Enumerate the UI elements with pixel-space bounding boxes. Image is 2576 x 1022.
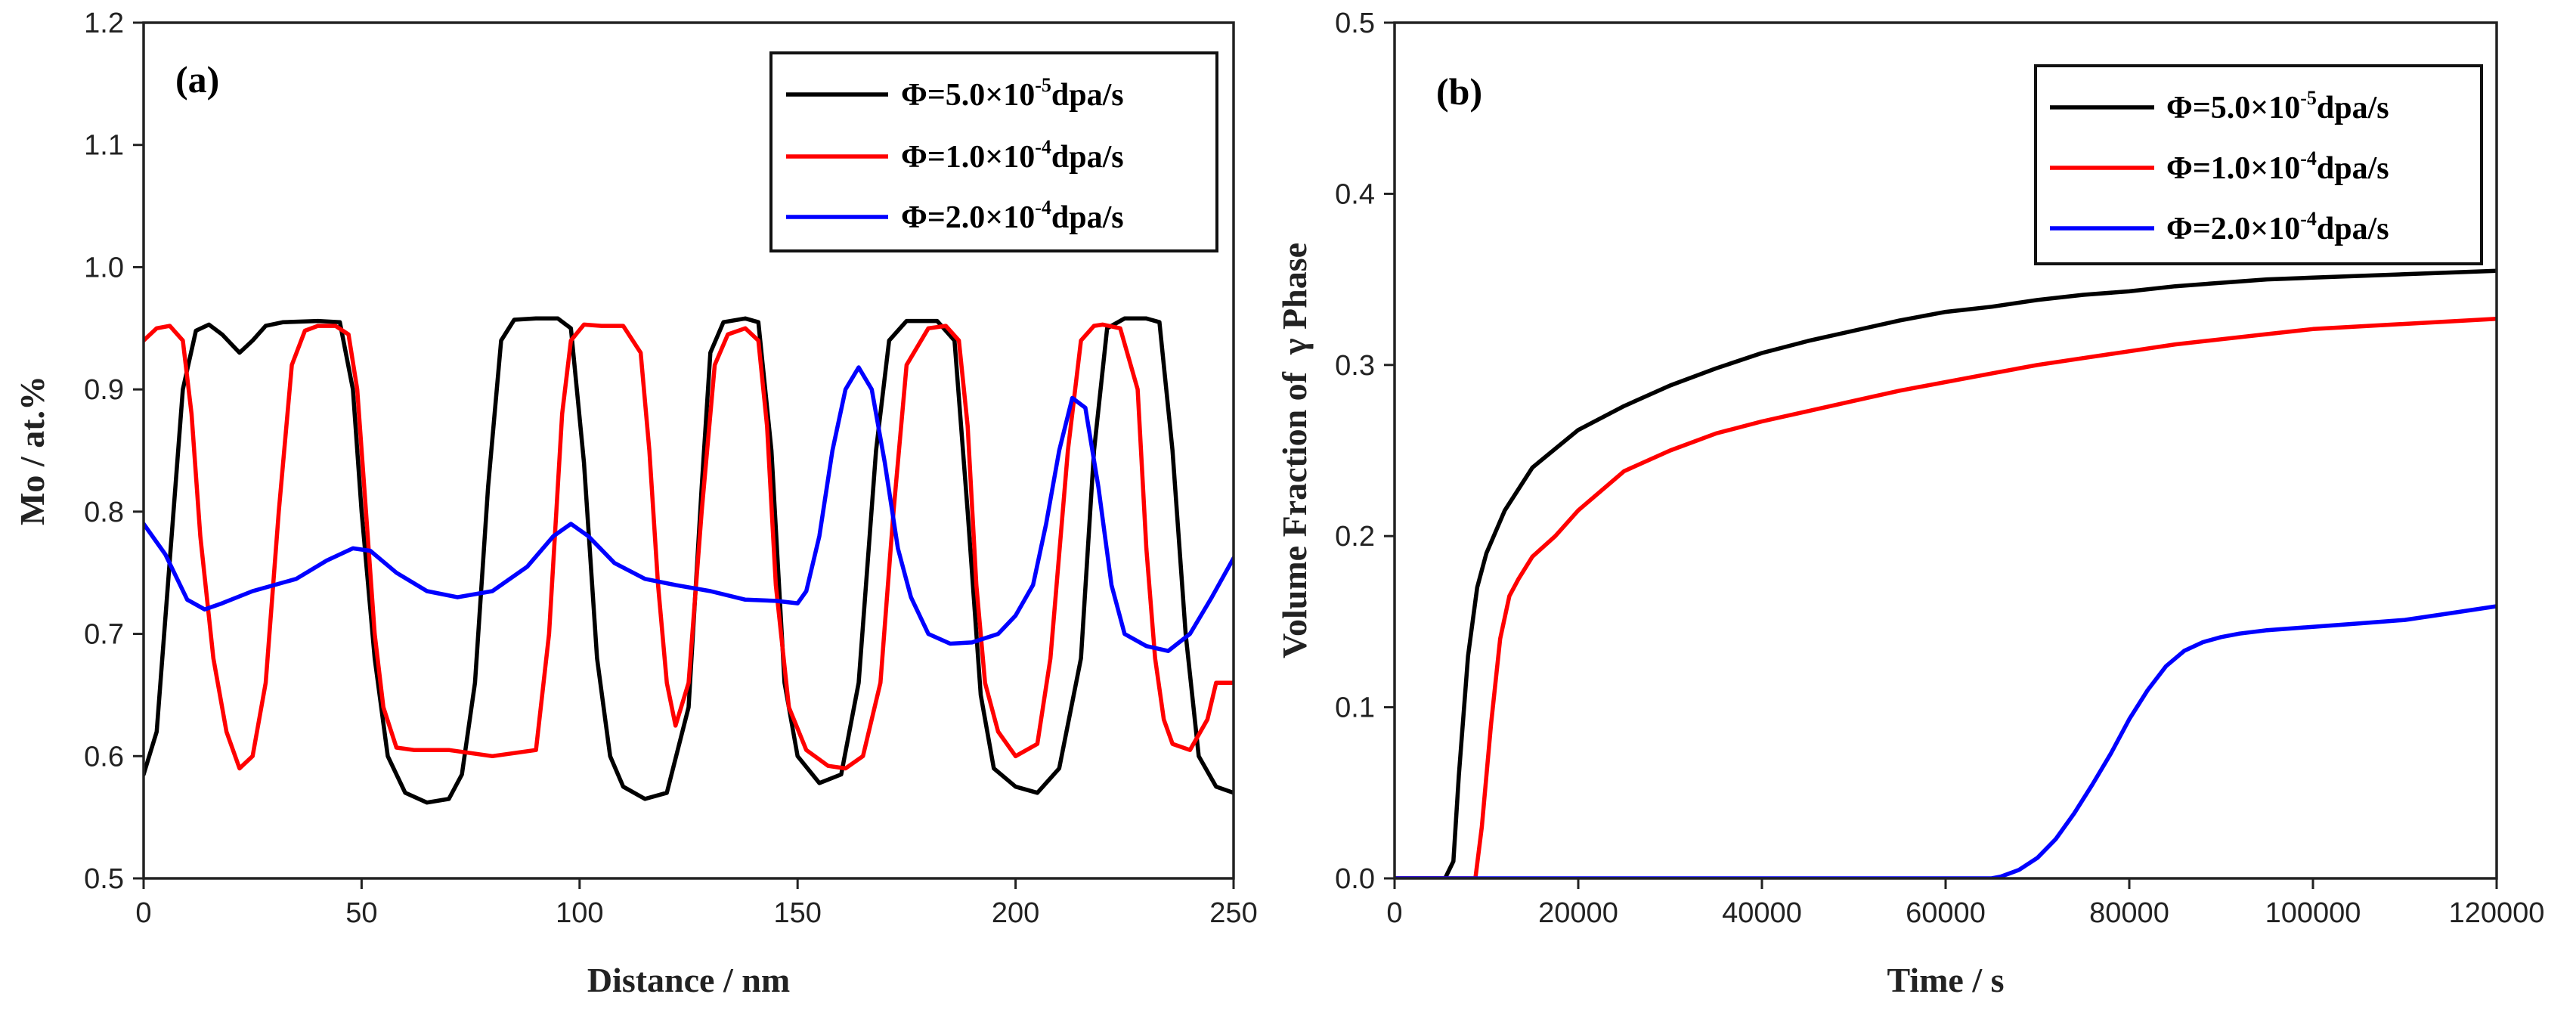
y-axis-title: Volume Fraction of γ Phase bbox=[1275, 243, 1314, 658]
y-tick-label: 0.5 bbox=[1335, 8, 1375, 39]
chart-panel-a: 0 50 100 150 200 250 0.5 0.6 0.7 0.8 0.9 1.0 1.1 1.2 D… bbox=[13, 8, 1258, 999]
y-tick-label: 0.4 bbox=[1335, 178, 1375, 210]
x-tick-label: 100 bbox=[556, 897, 603, 929]
x-axis-title: Distance / nm bbox=[587, 961, 790, 999]
series-line-3 bbox=[144, 365, 1234, 653]
legend-box bbox=[2034, 64, 2483, 265]
y-tick-label: 0.3 bbox=[1335, 350, 1375, 382]
legend-label-1: Φ=5.0×10-5dpa/s bbox=[2166, 87, 2389, 125]
series-line-2 bbox=[144, 322, 1234, 771]
x-tick-label: 20000 bbox=[1538, 897, 1618, 929]
y-tick-label: 0.5 bbox=[84, 863, 124, 895]
x-tick-label: 40000 bbox=[1722, 897, 1802, 929]
x-tick-label: 150 bbox=[773, 897, 821, 929]
y-tick-label: 0.1 bbox=[1335, 692, 1375, 724]
chart-panel-b: 0 20000 40000 60000 80000 100000 120000 0.0 0.1 0… bbox=[1275, 8, 2544, 999]
y-tick-label: 0.2 bbox=[1335, 521, 1375, 553]
y-tick-label: 0.0 bbox=[1335, 863, 1375, 895]
x-tick-label: 50 bbox=[345, 897, 377, 929]
panel-label: (b) bbox=[1436, 70, 1482, 113]
series-line-3 bbox=[1395, 604, 2497, 878]
legend-label-3: Φ=2.0×10-4dpa/s bbox=[2166, 208, 2389, 246]
y-tick-label: 0.8 bbox=[84, 497, 124, 528]
y-tick-label: 1.1 bbox=[84, 130, 124, 162]
plot-frame bbox=[142, 21, 1235, 880]
x-axis-title: Time / s bbox=[1887, 961, 2004, 999]
x-tick-label: 200 bbox=[992, 897, 1039, 929]
y-tick-label: 1.2 bbox=[84, 8, 124, 39]
x-tick-label: 0 bbox=[1386, 897, 1402, 929]
legend-label-2: Φ=1.0×10-4dpa/s bbox=[901, 136, 1124, 175]
series-line-1 bbox=[1395, 268, 2497, 878]
x-tick-label: 60000 bbox=[1906, 897, 1986, 929]
y-axis-title: Mo / at.% bbox=[13, 376, 51, 525]
panel-label: (a) bbox=[175, 58, 219, 101]
y-tick-label: 0.6 bbox=[84, 741, 124, 773]
x-tick-label: 250 bbox=[1209, 897, 1257, 929]
legend: Φ=5.0×10-5dpa/s Φ=1.0×10-4dpa/s Φ=2.0×10-4… bbox=[769, 51, 1218, 252]
y-tick-label: 0.7 bbox=[84, 619, 124, 651]
y-tick-label: 0.9 bbox=[84, 374, 124, 406]
x-tick-label: 120000 bbox=[2449, 897, 2545, 929]
x-tick-label: 80000 bbox=[2089, 897, 2169, 929]
legend-label-3: Φ=2.0×10-4dpa/s bbox=[901, 197, 1124, 235]
x-tick-label: 100000 bbox=[2265, 897, 2361, 929]
series-line-1 bbox=[144, 316, 1234, 805]
legend-label-2: Φ=1.0×10-4dpa/s bbox=[2166, 147, 2389, 186]
y-tick-label: 1.0 bbox=[84, 252, 124, 283]
series-line-2 bbox=[1395, 316, 2497, 878]
legend-label-1: Φ=5.0×10-5dpa/s bbox=[901, 74, 1124, 113]
legend: Φ=5.0×10-5dpa/s Φ=1.0×10-4dpa/s Φ=2.0×10-4… bbox=[2034, 64, 2483, 265]
x-tick-label: 0 bbox=[135, 897, 151, 929]
